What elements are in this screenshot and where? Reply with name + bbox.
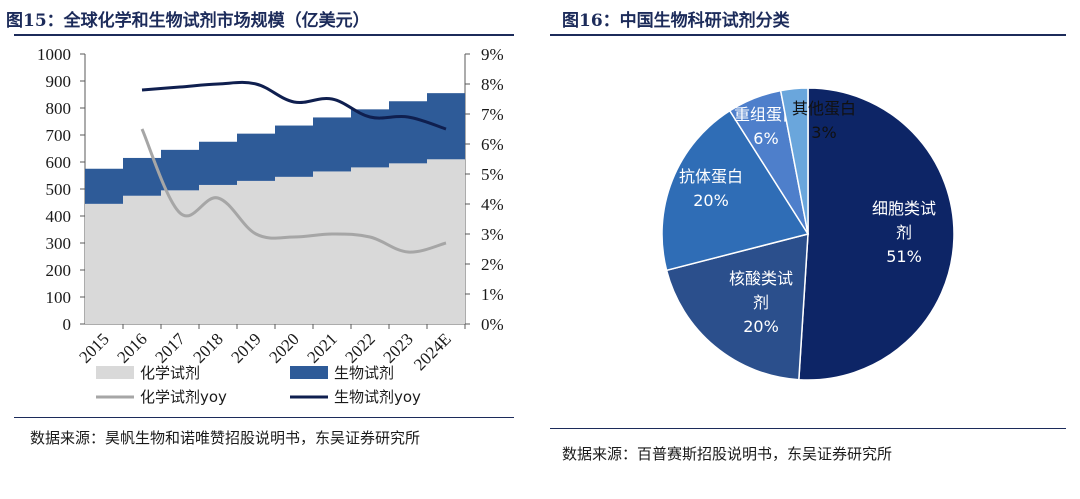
bar-segment-biological xyxy=(389,101,427,164)
left-tick-label: 200 xyxy=(46,261,72,280)
pie-slice-label: 细胞类试 xyxy=(872,199,936,218)
legend-swatch-chemical xyxy=(96,366,134,379)
figure-15-panel: 图15：全球化学和生物试剂市场规模（亿美元） 0 100 200 300 400 500 6… xyxy=(0,0,518,499)
bar-segment-biological xyxy=(199,141,237,185)
figure-16-panel: 图16：中国生物科研试剂分类 细胞类试剂 51% 核酸类试剂 20% 抗体蛋白 20% 重组… xyxy=(546,0,1080,499)
bar-segment-chemical xyxy=(275,176,313,324)
bar-segment-chemical xyxy=(123,195,161,324)
left-tick-label: 400 xyxy=(46,207,72,226)
right-tick-label: 1% xyxy=(481,285,504,304)
title-rule xyxy=(550,34,1066,36)
left-tick-label: 1000 xyxy=(37,45,71,64)
bar-segment-biological xyxy=(237,133,275,181)
pie-slice-label: 抗体蛋白 xyxy=(679,167,743,186)
right-tick-label: 7% xyxy=(481,105,504,124)
bar-segment-chemical xyxy=(389,163,427,324)
legend-label-biological: 生物试剂 xyxy=(334,364,394,382)
bar-segment-biological xyxy=(161,149,199,191)
bar-segment-chemical xyxy=(85,203,123,324)
source-rule xyxy=(550,428,1066,429)
pie-slice xyxy=(798,87,955,381)
left-tick-label: 600 xyxy=(46,153,72,172)
bar-segment-biological xyxy=(85,168,123,204)
pie-slice-label: 其他蛋白 xyxy=(792,99,856,118)
bar-segment-chemical xyxy=(427,159,465,324)
bar-segment-chemical xyxy=(313,171,351,324)
right-tick-label: 3% xyxy=(481,225,504,244)
left-tick-label: 0 xyxy=(63,315,72,334)
pie-slice xyxy=(665,233,809,381)
right-tick-label: 2% xyxy=(481,255,504,274)
chemical-yoy-line xyxy=(140,128,447,254)
legend-label-chemical-yoy: 化学试剂yoy xyxy=(140,388,227,406)
pie-slice-label: 51% xyxy=(886,247,922,266)
source-rule xyxy=(14,417,514,418)
left-tick-label: 900 xyxy=(46,72,72,91)
pie-slice-label: 6% xyxy=(753,129,778,148)
pie-slice-label: 剂 xyxy=(753,293,769,312)
pie-slice-label: 剂 xyxy=(896,223,912,242)
pie-slice-label: 3% xyxy=(811,123,836,142)
figure-16-source: 数据来源：百普赛斯招股说明书，东吴证券研究所 xyxy=(562,445,893,463)
pie-slice xyxy=(779,87,809,235)
bar-segment-chemical xyxy=(161,190,199,324)
figure-15-title: 图15：全球化学和生物试剂市场规模（亿美元） xyxy=(6,11,370,31)
legend-label-biological-yoy: 生物试剂yoy xyxy=(334,388,421,406)
bar-segment-chemical xyxy=(237,180,275,324)
biological-yoy-line xyxy=(141,80,447,131)
legend-swatch-biological xyxy=(290,366,328,379)
right-tick-label: 4% xyxy=(481,195,504,214)
left-tick-label: 300 xyxy=(46,234,72,253)
bar-segment-biological xyxy=(275,125,313,177)
pie-slice xyxy=(661,109,810,272)
pie-slice-label: 核酸类试 xyxy=(729,269,793,288)
bar-segment-biological xyxy=(427,93,465,160)
pie-slice-label: 20% xyxy=(743,317,779,336)
right-tick-label: 6% xyxy=(481,135,504,154)
right-tick-label: 8% xyxy=(481,75,504,94)
pie-slice-label: 20% xyxy=(693,191,729,210)
right-tick-label: 9% xyxy=(481,45,504,64)
left-tick-label: 100 xyxy=(46,288,72,307)
left-tick-label: 800 xyxy=(46,99,72,118)
bar-segment-biological xyxy=(313,117,351,172)
right-tick-label: 5% xyxy=(481,165,504,184)
figure-15-source: 数据来源：昊帆生物和诺唯赞招股说明书，东吴证券研究所 xyxy=(30,429,421,447)
figure-16-title: 图16：中国生物科研试剂分类 xyxy=(562,11,790,31)
title-rule xyxy=(14,34,514,36)
bar-segment-chemical xyxy=(351,167,389,324)
pie-slice-label: 重组蛋白 xyxy=(734,105,798,124)
left-tick-label: 500 xyxy=(46,180,72,199)
market-size-combo-chart: 0 100 200 300 400 500 600 700 800 900 1000 0% 1% 2% 3%… xyxy=(14,38,514,417)
left-tick-label: 700 xyxy=(46,126,72,145)
right-tick-label: 0% xyxy=(481,315,504,334)
legend-label-chemical: 化学试剂 xyxy=(140,364,200,382)
